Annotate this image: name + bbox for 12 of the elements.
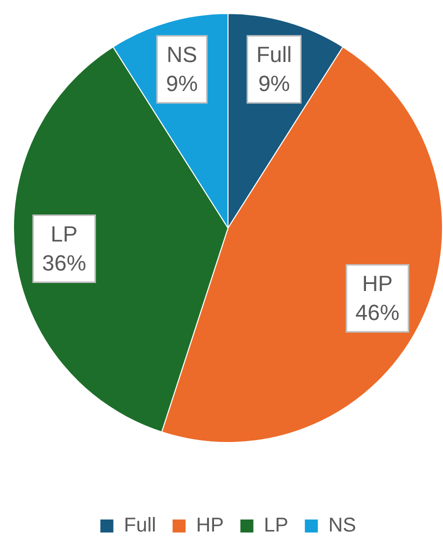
data-label: 46%: [355, 300, 400, 325]
legend-label: NS: [328, 514, 356, 537]
legend-label: Full: [124, 514, 156, 537]
slice-label: LP: [50, 221, 78, 246]
legend-label: HP: [196, 514, 224, 537]
slice-label: NS: [166, 42, 198, 67]
slice-label: HP: [362, 270, 393, 296]
data-label: 36%: [42, 250, 86, 276]
data-label: 9%: [166, 70, 198, 96]
slice-label: Full: [256, 42, 292, 67]
legend-label: LP: [264, 514, 288, 537]
data-label: 9%: [258, 70, 290, 96]
